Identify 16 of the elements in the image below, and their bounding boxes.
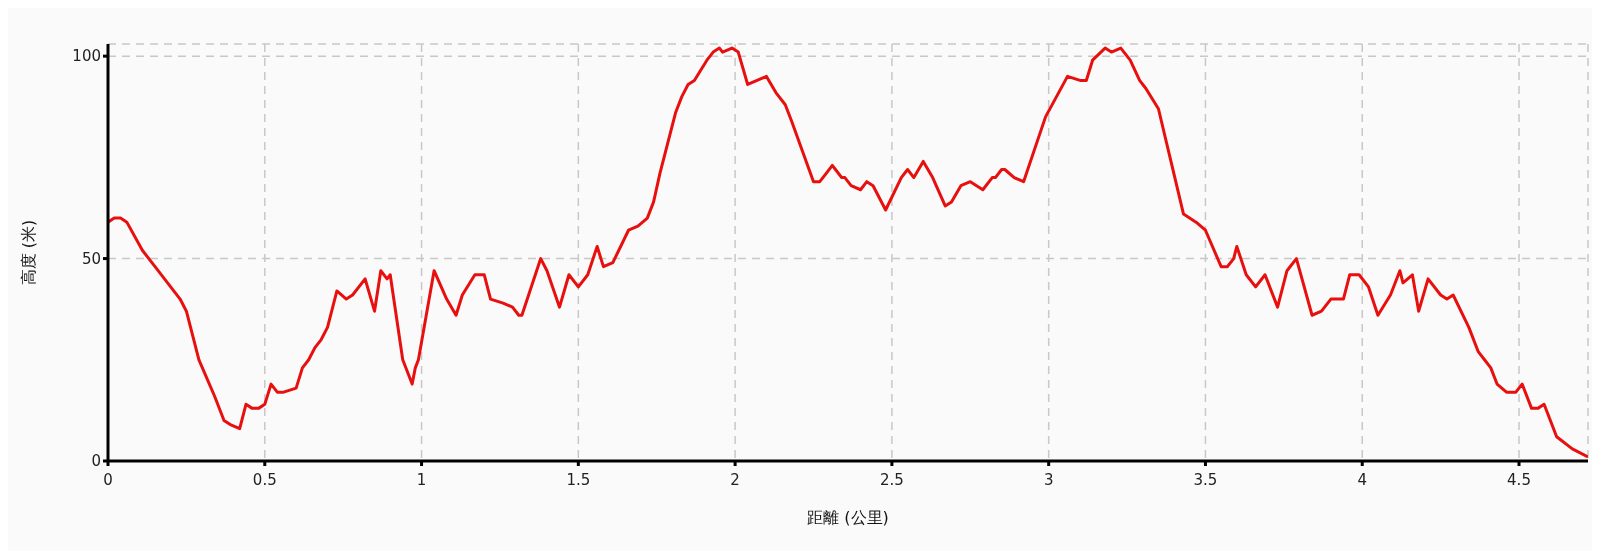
- x-axis-title: 距離 (公里): [807, 508, 889, 527]
- x-tick-label: 3: [1043, 470, 1054, 489]
- x-tick-label: 1.5: [566, 470, 591, 489]
- x-tick-label: 2: [730, 470, 740, 489]
- x-tick-label: 0.5: [252, 470, 277, 489]
- x-tick-label: 0: [103, 470, 113, 489]
- y-tick-label: 100: [72, 47, 101, 66]
- x-tick-label: 2.5: [879, 470, 904, 489]
- x-tick-label: 4.5: [1507, 470, 1531, 489]
- x-tick-label: 1: [416, 470, 427, 489]
- line-series: [108, 46, 1588, 459]
- x-tick-label: 4: [1357, 470, 1368, 489]
- y-tick-label: 0: [91, 452, 101, 471]
- y-axis-title: 高度 (米): [18, 219, 38, 286]
- y-tick-label: 50: [81, 249, 101, 268]
- x-tick-label: 3.5: [1193, 470, 1218, 489]
